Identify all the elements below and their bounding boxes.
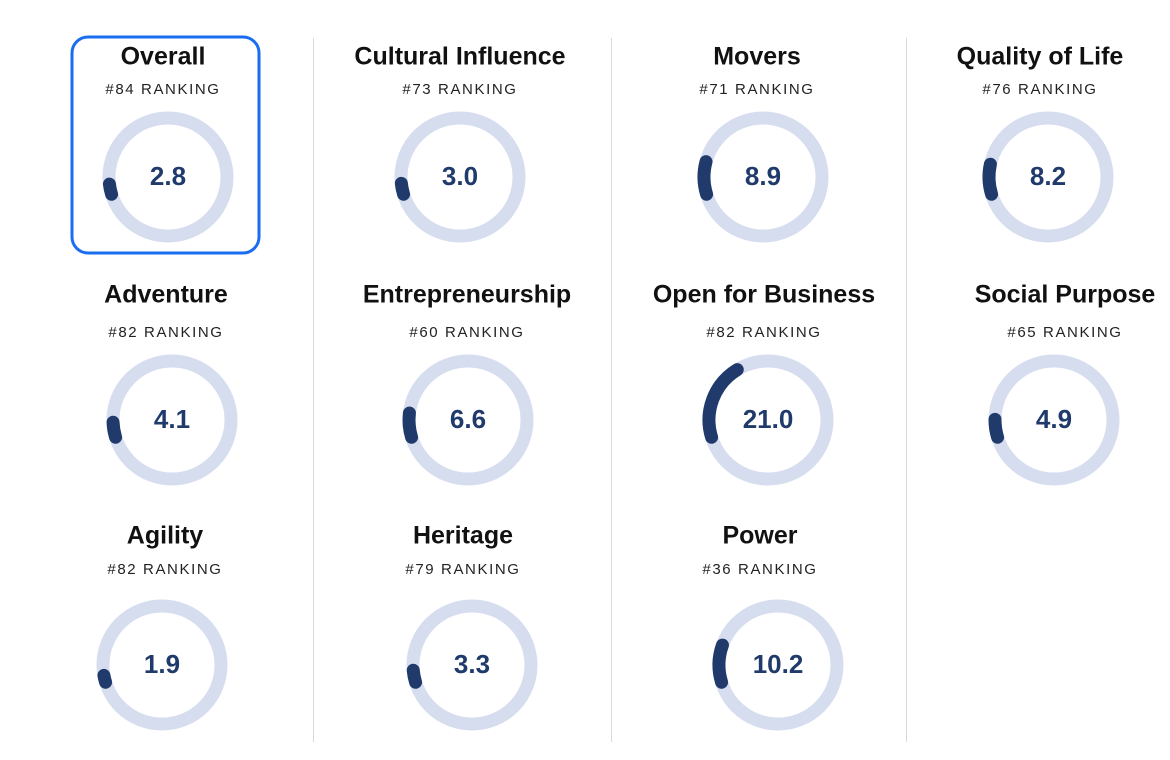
score-arc [402, 406, 419, 444]
score-value: 4.1 [154, 404, 190, 434]
card-title[interactable]: Entrepreneurship [363, 281, 571, 309]
ranking: #36 RANKING [702, 561, 817, 578]
score-arc [102, 177, 119, 201]
card-title[interactable]: Overall [121, 43, 206, 71]
card-title[interactable]: Movers [713, 43, 801, 71]
score-arc [712, 638, 729, 689]
ranking: #82 RANKING [108, 324, 223, 341]
ranking: #82 RANKING [107, 561, 222, 578]
selected-card-outline [70, 35, 261, 255]
score-value: 4.9 [1036, 404, 1072, 434]
score-value: 21.0 [743, 404, 794, 434]
score-arc [982, 157, 999, 201]
card-title[interactable]: Quality of Life [957, 43, 1124, 71]
ranking: #84 RANKING [105, 81, 220, 98]
score-arc [394, 176, 411, 201]
score-arc [697, 155, 714, 201]
card-title[interactable]: Agility [127, 522, 203, 550]
score-value: 10.2 [753, 649, 804, 679]
ranking: #76 RANKING [982, 81, 1097, 98]
ranking: #82 RANKING [706, 324, 821, 341]
card-title[interactable]: Cultural Influence [354, 43, 565, 71]
ranking: #79 RANKING [405, 561, 520, 578]
score-value: 6.6 [450, 404, 486, 434]
score-arc [406, 663, 423, 689]
card-title[interactable]: Social Purpose [975, 281, 1156, 309]
ring-track [96, 599, 228, 731]
card-title[interactable]: Open for Business [653, 281, 875, 309]
ring-track [102, 111, 234, 243]
score-arc [988, 412, 1005, 444]
score-value: 2.8 [150, 161, 186, 191]
score-arc [106, 415, 123, 444]
card-title[interactable]: Heritage [413, 522, 513, 550]
score-value: 3.3 [454, 649, 490, 679]
ranking: #71 RANKING [699, 81, 814, 98]
score-arc [97, 668, 113, 689]
ranking: #65 RANKING [1007, 324, 1122, 341]
score-value: 8.2 [1030, 161, 1066, 191]
card-title[interactable]: Adventure [104, 281, 228, 309]
card-title[interactable]: Power [722, 522, 797, 550]
ranking: #60 RANKING [409, 324, 524, 341]
score-arc [702, 363, 744, 444]
score-value: 1.9 [144, 649, 180, 679]
ranking: #73 RANKING [402, 81, 517, 98]
score-value: 3.0 [442, 161, 478, 191]
score-value: 8.9 [745, 161, 781, 191]
